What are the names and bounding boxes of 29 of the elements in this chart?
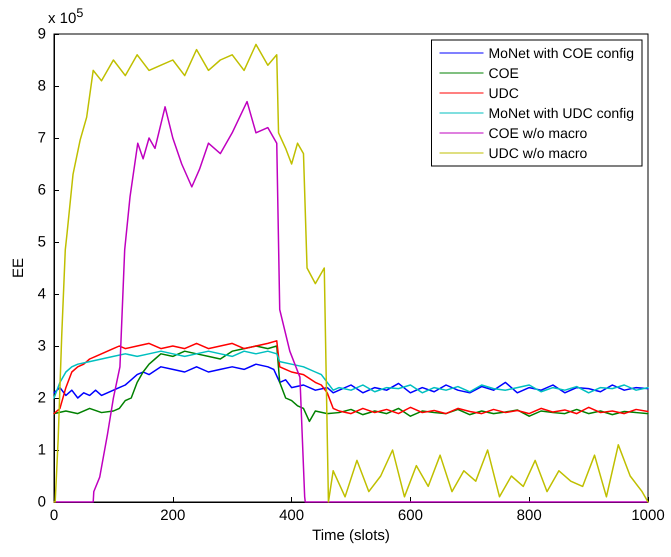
legend-label: UDC (488, 85, 519, 101)
line-series (53, 350, 649, 399)
line-series (53, 345, 649, 422)
y-tick-label: 4 (38, 286, 46, 302)
x-tick-label: 800 (516, 507, 542, 524)
line-series (53, 340, 649, 414)
legend-label: COE w/o macro (488, 125, 588, 141)
legend-label: MoNet with COE config (488, 45, 634, 61)
legend-label: COE (488, 65, 519, 81)
x-tick-label: 400 (279, 507, 304, 524)
y-tick-label: 0 (38, 494, 46, 510)
line-series (53, 363, 649, 399)
legend-label: MoNet with UDC config (488, 105, 634, 121)
x-tick-label: 200 (160, 507, 186, 524)
y-tick-label: 9 (38, 26, 46, 42)
text: x 10$^{5}$ (48, 6, 84, 27)
y-tick-label: 2 (38, 390, 46, 406)
y-axis-title: EE (10, 258, 27, 278)
y-tick-label: 5 (38, 234, 46, 250)
legend-label: UDC w/o macro (488, 145, 588, 161)
y-tick-label: 8 (38, 78, 46, 94)
y-tick-label: 1 (38, 442, 46, 458)
y-tick-label: 7 (38, 130, 46, 146)
y-tick-label: 3 (38, 338, 46, 354)
x-tick-label: 1000 (631, 507, 665, 524)
x-axis-title: Time (slots) (312, 526, 390, 544)
x-tick-label: 600 (398, 507, 423, 524)
y-tick-label: 6 (38, 182, 46, 198)
x-tick-label: 0 (50, 507, 58, 524)
